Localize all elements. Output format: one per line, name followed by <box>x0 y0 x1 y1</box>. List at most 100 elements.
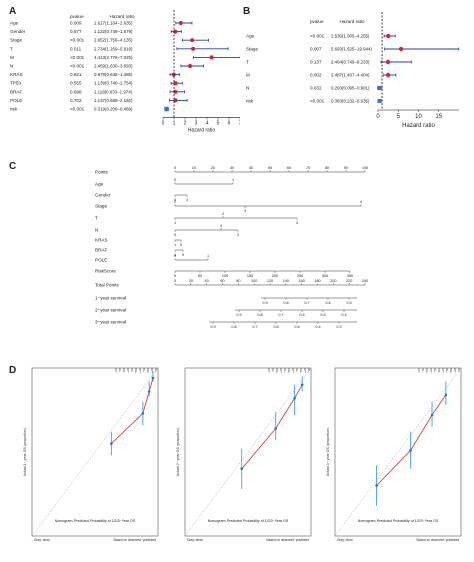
surv3-tick-label: 0.8 <box>231 325 236 329</box>
surv1-tick-label: 0.9 <box>262 301 267 305</box>
x-tick-label: 0 <box>162 121 165 127</box>
calibration-footnote-left: Gray: ideal <box>337 538 353 542</box>
nomogram-row-label: BRAF <box>95 248 107 253</box>
nomogram-row-label: RiskScore <box>95 269 116 274</box>
riskscore-tick-label: 250 <box>297 274 303 278</box>
age-tick-label: 1 <box>232 178 234 182</box>
row-label: risk <box>10 107 18 112</box>
calibration-footnote-left: Gray: ideal <box>187 538 203 542</box>
nomogram-row-label: N <box>95 228 98 233</box>
nomogram-row-label: Age <box>95 182 104 187</box>
calibration-point <box>300 383 304 387</box>
surv1-tick-label: 0.6 <box>325 301 330 305</box>
row-label: POLE <box>10 98 22 103</box>
hr-point <box>377 99 382 103</box>
calibration-point <box>151 376 155 380</box>
row-label: N <box>246 86 249 91</box>
total-points-tick-label: 80 <box>236 279 240 283</box>
hr-point <box>173 81 178 86</box>
pole-tick-label: 0 <box>174 254 176 258</box>
row-pvalue: 0.007 <box>310 47 322 52</box>
riskscore-tick-label: 50 <box>198 274 202 278</box>
calibration-frame <box>31 367 159 537</box>
riskscore-tick-label: 200 <box>272 274 278 278</box>
row-label: risk <box>246 99 254 104</box>
row-label: Stage <box>10 38 22 43</box>
hr-point <box>385 59 391 65</box>
kras-tick-label: 0 <box>180 243 182 247</box>
col-header-pvalue: pvalue <box>310 19 324 24</box>
calibration-curve <box>241 384 303 470</box>
panel-c-letter: C <box>9 161 17 172</box>
points-tick-label: 20 <box>211 166 215 170</box>
calibration-frame <box>184 367 312 537</box>
row-hr-text: 2.734(1.269−5.919) <box>94 46 133 51</box>
surv2-tick-label: 0.6 <box>299 313 304 317</box>
x-axis-label: Hazard ratio <box>402 123 435 129</box>
ideal-line <box>184 367 312 537</box>
kras-tick-label: 1 <box>174 243 176 247</box>
nomogram-row-label: T <box>95 216 98 221</box>
hr-point <box>386 33 391 39</box>
row-pvalue: 0.577 <box>70 29 82 34</box>
calib-svg: Actual 1− year OS (proportion) Nomogram-P… <box>23 367 462 542</box>
x-tick-label: 10 <box>415 114 422 120</box>
surv3-tick-label: 0.3 <box>336 325 341 329</box>
nstage-tick-label: 4 <box>220 224 222 228</box>
row-label: Age <box>10 21 19 26</box>
row-hr-text: 0.383(0.232−0.635) <box>331 99 370 104</box>
x-axis-label: Hazard ratio <box>188 128 215 134</box>
surv2-tick-label: 0.9 <box>236 313 241 317</box>
points-tick-label: 30 <box>230 166 234 170</box>
riskscore-tick-label: 300 <box>322 274 328 278</box>
nstage-tick-label: 2 <box>237 233 239 237</box>
calibration-ylabel: Actual 3− year OS (proportion) <box>326 428 330 477</box>
calibration-point <box>240 467 243 471</box>
points-tick-label: 40 <box>249 166 253 170</box>
row-pvalue: 0.555 <box>70 81 82 86</box>
total-points-tick-label: 100 <box>251 279 257 283</box>
row-pvalue: 0.921 <box>70 72 82 77</box>
nomogram-row-label: Gender <box>95 193 111 198</box>
hr-point <box>190 38 195 43</box>
total-points-tick-label: 140 <box>283 279 289 283</box>
x-tick-label: 6 <box>228 121 231 127</box>
calibration-curve <box>111 377 154 444</box>
row-hr-text: 4.413(2.778−7.025) <box>94 55 133 60</box>
hr-point <box>187 63 193 69</box>
col-header-hr: Hazard ratio <box>109 14 134 19</box>
col-header-hr: Hazard ratio <box>339 19 364 24</box>
riskscore-tick-label: 350 <box>347 274 353 278</box>
calibration-footnote-right: Based on observed−predicted <box>267 538 310 542</box>
nomogram-row-label: KRAS <box>95 238 108 243</box>
row-hr-text: 2.530(1.505−4.255) <box>331 34 370 39</box>
total-points-tick-label: 0 <box>174 279 176 283</box>
gender-tick-label: 1 <box>186 198 188 202</box>
surv3-tick-label: 0.5 <box>294 325 299 329</box>
riskscore-tick-label: 100 <box>222 274 228 278</box>
nomogram-row-label: POLE <box>95 258 107 263</box>
nomo-svg: Points Age Gender Stage T N KRAS BRAF POLE RiskSc… <box>95 166 368 329</box>
calibration-ylabel: Actual 2− year OS (proportion) <box>176 428 180 477</box>
tstage-tick-label: 1 <box>174 221 176 225</box>
total-points-tick-label: 240 <box>362 279 368 283</box>
total-points-tick-label: 160 <box>298 279 304 283</box>
panel-a-letter: A <box>9 6 17 17</box>
points-tick-label: 10 <box>192 166 196 170</box>
calibration-curve <box>376 394 447 486</box>
calibration-point <box>409 449 412 452</box>
x-tick-label: 5 <box>217 121 220 127</box>
total-points-tick-label: 60 <box>220 279 224 283</box>
row-hr-text: 1.118(0.633−1.974) <box>94 89 133 94</box>
nomogram-row-label: 2−year survival <box>95 308 126 313</box>
x-tick-label: 5 <box>397 114 401 120</box>
row-hr-text: 0.293(0.095−0.901) <box>331 86 370 91</box>
surv1-tick-label: 0.5 <box>346 301 351 305</box>
row-pvalue: <0.001 <box>70 64 85 69</box>
nomogram-c: Points Age Gender Stage T N KRAS BRAF POLE RiskSc… <box>95 160 385 330</box>
surv3-tick-label: 0.7 <box>252 325 257 329</box>
calibration-footnote-right: Based on observed−predicted <box>114 538 157 542</box>
hr-point <box>173 98 178 103</box>
row-label: N <box>10 64 13 69</box>
surv3-tick-label: 0.4 <box>315 325 320 329</box>
